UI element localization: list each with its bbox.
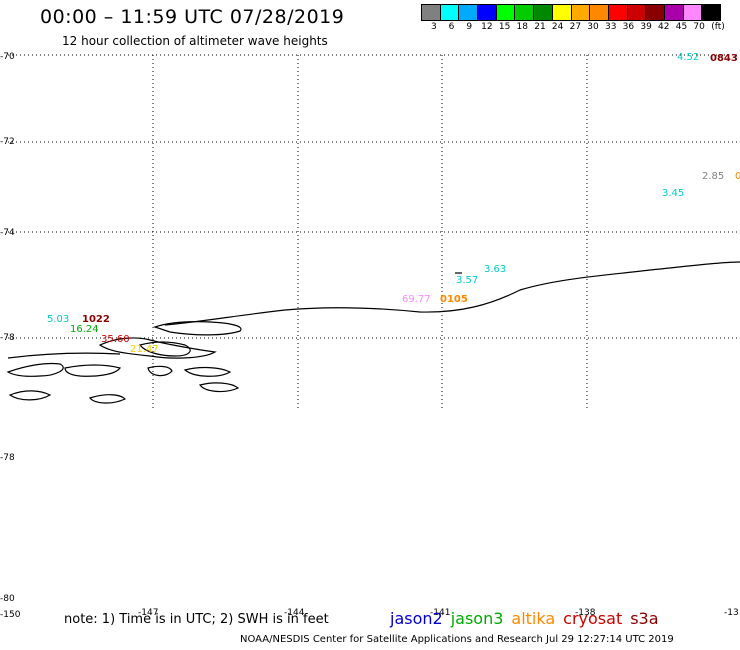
lon-label: -13 <box>724 608 739 618</box>
legend-label: 42 <box>658 22 670 32</box>
legend-swatch <box>533 4 553 21</box>
wave-value: 35.60 <box>101 334 130 345</box>
legend-label: 21 <box>534 22 546 32</box>
wave-height-values: 4.52 0843 2.85 0 3.45 3.63 3.57 69.77 0105 5.03 10… <box>47 52 740 355</box>
legend-label: 15 <box>498 22 511 32</box>
mission-s3a: s3a <box>630 609 659 628</box>
wave-value: 2.85 <box>702 171 724 182</box>
wave-value: 3.63 <box>484 264 506 275</box>
mission-cryosat: cryosat <box>563 609 623 628</box>
legend-labels: 3 6 9 12 15 18 21 24 27 30 33 36 39 42 45 70 (ft) <box>425 22 728 32</box>
legend-swatch <box>495 4 516 21</box>
wave-value: 1022 <box>82 314 110 325</box>
legend-swatch <box>645 4 665 21</box>
legend-swatch <box>570 4 591 21</box>
legend-swatch <box>477 4 497 21</box>
legend-label: 3 <box>430 22 437 32</box>
lat-label: -78 <box>0 333 15 343</box>
legend-swatch <box>626 4 647 21</box>
legend-label: 9 <box>466 22 473 32</box>
axis-labels: -70 -72 -74 -78 -78 -80 -150 -147 -144 -141 -138 -1… <box>0 52 739 620</box>
lon-label: -150 <box>0 610 21 620</box>
lat-label: -80 <box>0 594 15 604</box>
wave-value: 3.57 <box>456 275 478 286</box>
mission-jason2: jason2 <box>390 609 443 628</box>
legend-label: 30 <box>587 22 599 32</box>
legend-swatch <box>551 4 572 21</box>
footnote: note: 1) Time is in UTC; 2) SWH is in fe… <box>64 612 329 627</box>
legend-swatch <box>421 4 441 21</box>
legend-swatch <box>607 4 628 21</box>
wave-value: 16.24 <box>70 324 99 335</box>
lon-label: -138 <box>575 608 596 618</box>
map-title: 00:00 – 11:59 UTC 07/28/2019 <box>40 6 345 28</box>
legend-swatch <box>439 4 460 21</box>
legend-swatch <box>458 4 479 21</box>
mission-jason3: jason3 <box>450 609 504 628</box>
legend-swatch <box>663 4 684 21</box>
legend-label: 27 <box>569 22 582 32</box>
legend-swatch <box>701 4 721 21</box>
legend-swatch <box>682 4 703 21</box>
legend-swatch <box>589 4 609 21</box>
lat-label: -70 <box>0 52 15 62</box>
wave-value: 4.52 <box>677 52 699 63</box>
color-legend <box>421 4 721 21</box>
wave-value: 0105 <box>440 294 468 305</box>
wave-value: 21.47 <box>130 344 159 355</box>
mission-legend: jason2 jason3 altika cryosat s3a <box>390 609 659 628</box>
wave-value: 69.77 <box>402 294 431 305</box>
coastline <box>6 261 740 404</box>
legend-label: 12 <box>481 22 493 32</box>
legend-label: 18 <box>516 22 528 32</box>
lat-label: -78 <box>0 453 15 463</box>
credit-line: NOAA/NESDIS Center for Satellite Applica… <box>240 634 674 645</box>
wave-value: 0 <box>735 171 740 182</box>
map-grid <box>8 54 740 408</box>
wave-value: 3.45 <box>662 188 684 199</box>
legend-swatch <box>514 4 535 21</box>
legend-label: 70 <box>693 22 705 32</box>
legend-label: 6 <box>448 22 455 32</box>
map-subtitle: 12 hour collection of altimeter wave hei… <box>62 34 328 48</box>
wave-value: 0843 <box>710 53 738 64</box>
lon-label: -144 <box>284 608 305 618</box>
legend-label: 36 <box>622 22 635 32</box>
lon-label: -147 <box>138 608 158 618</box>
wave-value: 5.03 <box>47 314 69 325</box>
legend-label: 39 <box>640 22 652 32</box>
legend-label: 45 <box>675 22 688 32</box>
legend-label: 24 <box>551 22 564 32</box>
legend-label: 33 <box>604 22 617 32</box>
mission-altika: altika <box>511 609 556 628</box>
lat-label: -74 <box>0 228 15 238</box>
legend-label: (ft) <box>711 22 725 32</box>
lat-label: -72 <box>0 137 15 147</box>
lon-label: -141 <box>430 608 450 618</box>
